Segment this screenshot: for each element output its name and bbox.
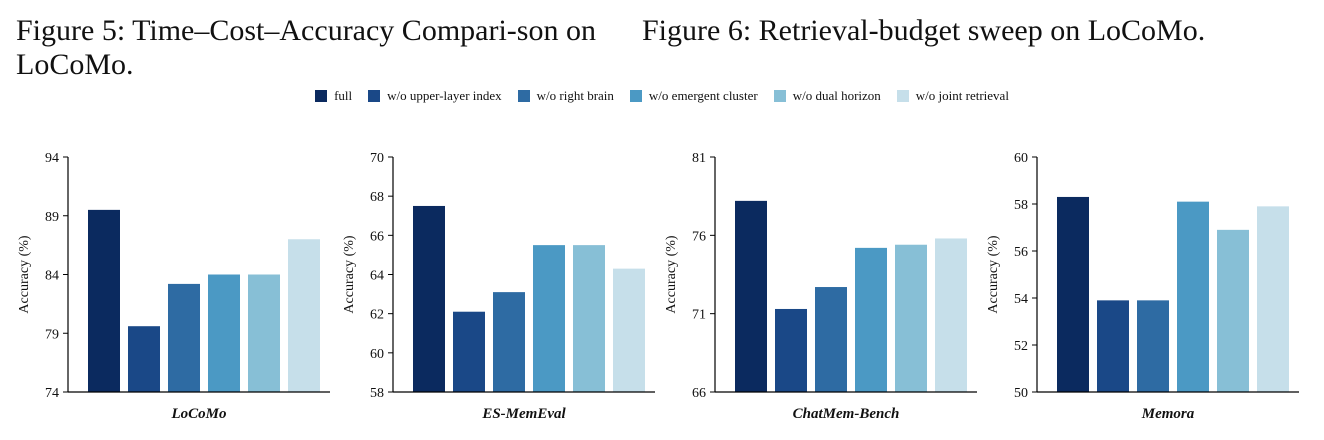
y-tick-label: 60 — [1014, 151, 1028, 166]
y-tick-label: 84 — [45, 269, 59, 284]
chart-title: LoCoMo — [170, 406, 226, 422]
legend-label: w/o right brain — [536, 88, 614, 103]
y-tick-label: 66 — [370, 229, 384, 244]
bar — [895, 244, 927, 392]
legend-label: full — [334, 88, 353, 103]
y-tick-label: 52 — [1014, 339, 1028, 354]
y-tick-label: 54 — [1014, 292, 1028, 307]
legend-swatch — [629, 90, 642, 102]
bar — [1177, 201, 1209, 392]
y-tick-label: 81 — [692, 151, 706, 166]
legend-label: w/o emergent cluster — [648, 88, 758, 103]
bar — [248, 274, 280, 392]
y-axis-label: Accuracy (%) — [986, 235, 1001, 313]
bar — [735, 200, 767, 392]
y-axis-label: Accuracy (%) — [17, 235, 32, 313]
bar — [208, 274, 240, 392]
chart-title: Memora — [1141, 406, 1195, 422]
bar — [413, 205, 445, 392]
y-tick-label: 66 — [692, 386, 706, 401]
y-tick-label: 50 — [1014, 386, 1028, 401]
bar — [533, 245, 565, 392]
legend-item: full — [315, 88, 352, 104]
y-tick-label: 79 — [45, 327, 59, 342]
figure-6-caption: Figure 6: Retrieval-budget sweep on LoCo… — [642, 14, 1206, 47]
bar — [855, 247, 887, 392]
y-tick-label: 68 — [370, 190, 384, 205]
bar — [1137, 300, 1169, 392]
y-tick-label: 71 — [692, 308, 706, 323]
legend-swatch — [315, 90, 328, 102]
y-tick-label: 56 — [1014, 245, 1028, 260]
chart-title: ChatMem-Bench — [793, 406, 900, 422]
legend-swatch — [517, 90, 530, 102]
bar — [1217, 229, 1249, 392]
bar — [288, 239, 320, 392]
legend-swatch — [773, 90, 786, 102]
bar-charts: 74 79 84 89 94 Accuracy (%) LoCoMo 58 60 62 64 66 68… — [17, 151, 1299, 422]
bar — [1057, 196, 1089, 392]
bar — [88, 209, 120, 392]
legend-item: w/o joint retrieval — [896, 88, 1009, 104]
legend-item: w/o right brain — [517, 88, 614, 104]
bar — [613, 268, 645, 392]
y-tick-label: 58 — [1014, 198, 1028, 213]
bar — [168, 283, 200, 392]
y-tick-label: 64 — [370, 269, 384, 284]
bar — [815, 287, 847, 392]
y-tick-label: 94 — [45, 151, 59, 166]
legend-label: w/o joint retrieval — [915, 88, 1009, 103]
bar — [128, 326, 160, 392]
legend-item: w/o dual horizon — [773, 88, 881, 104]
bar — [573, 245, 605, 392]
y-tick-label: 58 — [370, 386, 384, 401]
bar — [493, 292, 525, 392]
figure-5-caption: Figure 5: Time–Cost–Accuracy Compari-son… — [16, 14, 596, 81]
legend-swatch — [896, 90, 909, 102]
legend: full w/o upper-layer index w/o right brain… — [0, 88, 1324, 104]
bar — [935, 238, 967, 392]
legend-swatch — [368, 90, 381, 102]
bar — [1257, 206, 1289, 392]
legend-label: w/o dual horizon — [792, 88, 881, 103]
y-axis-label: Accuracy (%) — [664, 235, 679, 313]
bar — [1097, 300, 1129, 392]
bar — [775, 308, 807, 392]
y-tick-label: 62 — [370, 308, 384, 323]
chart-title: ES-MemEval — [481, 406, 566, 422]
y-tick-label: 89 — [45, 210, 59, 225]
y-tick-label: 76 — [692, 229, 706, 244]
legend-item: w/o upper-layer index — [368, 88, 502, 104]
y-tick-label: 74 — [45, 386, 59, 401]
y-tick-label: 70 — [370, 151, 384, 166]
legend-item: w/o emergent cluster — [629, 88, 758, 104]
y-axis-label: Accuracy (%) — [342, 235, 357, 313]
legend-label: w/o upper-layer index — [387, 88, 502, 103]
y-tick-label: 60 — [370, 347, 384, 362]
bar — [453, 311, 485, 392]
